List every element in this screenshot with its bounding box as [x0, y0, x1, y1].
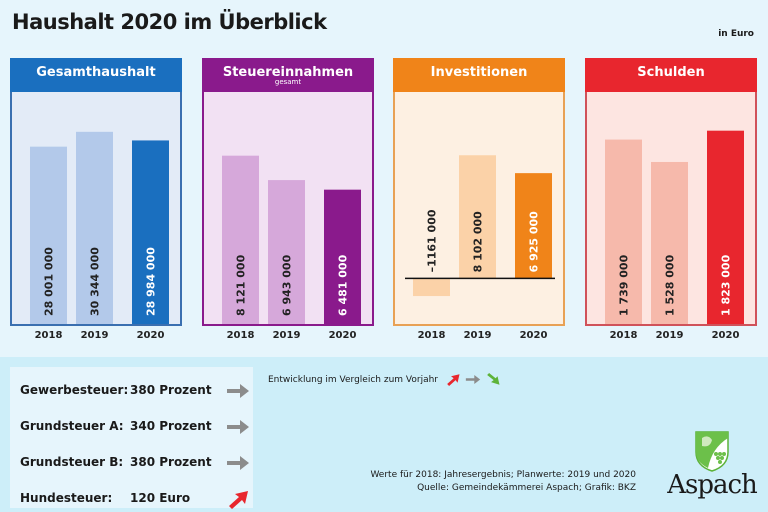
arrow-right-icon: [227, 420, 249, 434]
tax-label: Gewerbesteuer:: [20, 383, 129, 397]
tax-rates-box: Gewerbesteuer: 380 Prozent Grundsteuer A: 3…: [10, 367, 253, 509]
x-tick-label: 2020: [136, 330, 165, 341]
aspach-logo: Aspach: [662, 430, 762, 510]
bar-2019: [268, 180, 305, 324]
chart-panel-gesamthaushalt: Gesamthaushalt 28 001 000 30 344 000 28 984…: [10, 58, 182, 326]
tax-label: Hundesteuer:: [20, 491, 113, 505]
x-tick-label: 2019: [463, 330, 492, 341]
note-line-2: Quelle: Gemeindekämmerei Aspach; Grafik:…: [417, 483, 636, 493]
tax-label: Grundsteuer B:: [20, 455, 124, 469]
bar-2020: [132, 140, 169, 324]
x-tick-label: 2020: [328, 330, 357, 341]
bar-value-label: 6 925 000: [528, 211, 541, 273]
bar-value-label: 28 984 000: [145, 247, 158, 316]
bar-2019: [76, 131, 113, 324]
bar-2018: [30, 146, 67, 324]
coat-of-arms-icon: [695, 431, 729, 472]
tax-row: Gewerbesteuer: 380 Prozent: [20, 381, 253, 401]
bar-2018: [605, 139, 642, 324]
trend-legend: Entwicklung im Vergleich zum Vorjahr: [268, 373, 501, 386]
arrow-right-icon: [465, 374, 481, 385]
bar-2019: [459, 155, 496, 279]
arrow-up-right-icon: [229, 491, 248, 509]
arrow-right-icon: [227, 384, 249, 398]
x-tick-label: 2018: [417, 330, 446, 341]
bar-value-label: 28 001 000: [43, 247, 56, 316]
bar-2020: [515, 173, 552, 279]
source-note: Werte für 2018: Jahresergebnis; Planwert…: [370, 469, 636, 495]
legend-text: Entwicklung im Vergleich zum Vorjahr: [268, 375, 438, 385]
panel-title: Investitionen: [393, 58, 565, 92]
bar-2019: [651, 161, 688, 324]
bar-value-label: 1 528 000: [664, 254, 677, 316]
bar-2018: [222, 155, 259, 324]
unit-label: in Euro: [718, 29, 754, 39]
tax-value: 380 Prozent: [130, 455, 212, 469]
x-axis-labels: 2018 2019 2020: [585, 330, 757, 344]
panel-title-text: Schulden: [637, 65, 705, 80]
bar-value-label: 8 102 000: [472, 211, 485, 273]
panel-title: Steuereinnahmen gesamt: [202, 58, 374, 92]
tax-label: Grundsteuer A:: [20, 419, 124, 433]
page-title: Haushalt 2020 im Überblick: [12, 10, 327, 34]
x-tick-label: 2019: [80, 330, 109, 341]
x-axis-labels: 2018 2019 2020: [393, 330, 565, 344]
x-axis-labels: 2018 2019 2020: [10, 330, 182, 344]
bar-value-label: 6 481 000: [337, 254, 350, 316]
chart-panel-investitionen: Investitionen –1161 000 8 102 000 6 925 000: [393, 58, 565, 326]
chart-panel-schulden: Schulden 1 739 000 1 528 000 1 823 000: [585, 58, 757, 326]
tax-row: Grundsteuer A: 340 Prozent: [20, 417, 253, 437]
tax-row: Grundsteuer B: 380 Prozent: [20, 453, 253, 473]
bar-2020: [707, 130, 744, 324]
bar-chart: 8 121 000 6 943 000 6 481 000: [222, 155, 361, 324]
tax-row: Hundesteuer: 120 Euro: [20, 489, 253, 509]
arrow-up-right-icon: [447, 374, 460, 386]
bar-value-label: 8 121 000: [235, 254, 248, 316]
bar-value-label: 1 739 000: [618, 254, 631, 316]
bar-chart: 1 739 000 1 528 000 1 823 000: [605, 130, 744, 324]
chart-panel-steuereinnahmen: Steuereinnahmen gesamt 8 121 000 6 943 000 6…: [202, 58, 374, 326]
bar-2018: [413, 278, 450, 297]
bottom-section: Gewerbesteuer: 380 Prozent Grundsteuer A: 3…: [0, 357, 768, 512]
logo-text: Aspach: [667, 470, 758, 500]
bar-chart: 28 001 000 30 344 000 28 984 000: [30, 131, 169, 324]
panel-subtitle: gesamt: [274, 78, 302, 86]
bar-value-label: 6 943 000: [281, 254, 294, 316]
x-tick-label: 2018: [609, 330, 638, 341]
x-axis-labels: 2018 2019 2020: [202, 330, 374, 344]
tax-value: 340 Prozent: [130, 419, 212, 433]
panel-title-text: Gesamthaushalt: [36, 65, 156, 80]
panel-title: Gesamthaushalt: [10, 58, 182, 92]
arrow-right-icon: [227, 456, 249, 470]
x-tick-label: 2018: [34, 330, 63, 341]
x-tick-label: 2020: [711, 330, 740, 341]
note-line-1: Werte für 2018: Jahresergebnis; Planwert…: [370, 470, 636, 480]
x-tick-label: 2018: [226, 330, 255, 341]
arrow-down-right-icon: [487, 373, 500, 385]
x-tick-label: 2019: [272, 330, 301, 341]
bar-chart: –1161 000 8 102 000 6 925 000: [405, 155, 555, 297]
panel-title-text: Investitionen: [430, 65, 528, 80]
x-tick-label: 2019: [655, 330, 684, 341]
bar-value-label: 30 344 000: [89, 247, 102, 316]
bar-value-label: 1 823 000: [720, 254, 733, 316]
bar-2020: [324, 189, 361, 324]
tax-value: 380 Prozent: [130, 383, 212, 397]
panel-title-text: Steuereinnahmen: [222, 65, 354, 80]
tax-value: 120 Euro: [130, 491, 191, 505]
panel-title: Schulden: [585, 58, 757, 92]
bar-value-label: –1161 000: [426, 209, 439, 272]
x-tick-label: 2020: [519, 330, 548, 341]
